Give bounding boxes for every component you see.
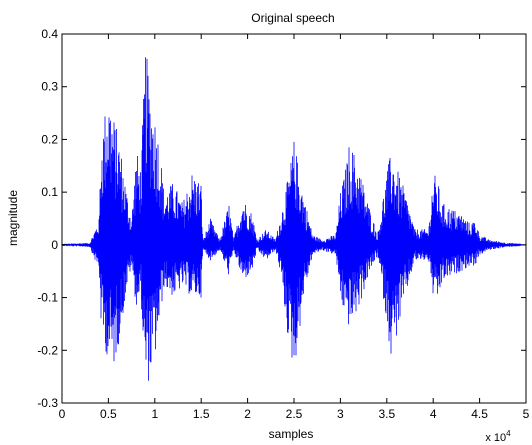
chart-title: Original speech [251,11,334,25]
y-tick-label: -0.2 [37,343,58,357]
y-tick-label: 0.4 [41,27,58,41]
y-tick-label: 0.3 [41,80,58,94]
x-axis-multiplier: x 104 [485,429,511,444]
x-tick-label: 1 [151,407,158,421]
x-axis-label: samples [269,427,314,441]
x-tick-label: 4.5 [471,407,488,421]
x-tick-labels: 0 0.5 1 1.5 2 2.5 3 3.5 4 4.5 5 [59,407,530,421]
x-tick-label: 1.5 [193,407,210,421]
x-multiplier-exponent: 4 [506,429,511,438]
x-tick-label: 0.5 [100,407,117,421]
x-tick-label: 5 [523,407,530,421]
y-tick-label: -0.1 [37,291,58,305]
x-tick-label: 3.5 [378,407,395,421]
x-multiplier-base: x 10 [485,432,506,444]
y-tick-label: 0 [51,238,58,252]
x-tick-label: 4 [430,407,437,421]
y-axis-label: magnitude [6,190,20,246]
y-tick-label: 0.1 [41,185,58,199]
x-tick-label: 2 [244,407,251,421]
y-tick-labels: -0.3 -0.2 -0.1 0 0.1 0.2 0.3 0.4 [37,27,58,410]
y-tick-label: 0.2 [41,132,58,146]
y-tick-label: -0.3 [37,396,58,410]
plot-area-frame [61,33,527,404]
x-tick-label: 3 [337,407,344,421]
x-tick-label: 0 [59,407,66,421]
x-tick-label: 2.5 [286,407,303,421]
